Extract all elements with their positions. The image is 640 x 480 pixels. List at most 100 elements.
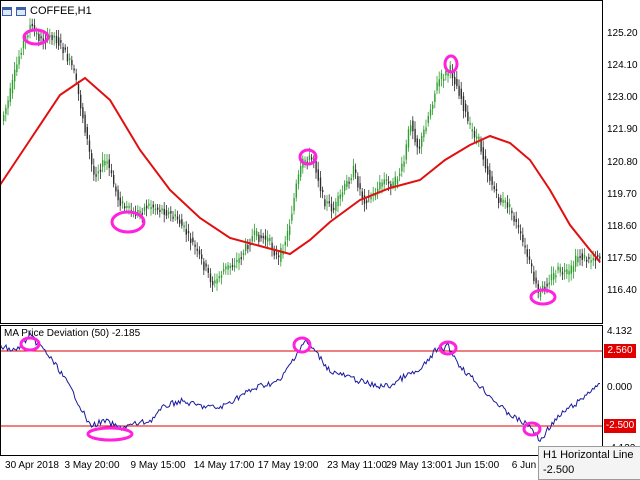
time-tick: 30 Apr 2018 [5, 460, 59, 471]
chart-title-bar: COFFEE,H1 [2, 2, 92, 20]
candle-body [174, 214, 176, 217]
candle-body [214, 280, 216, 284]
candle-body [491, 176, 493, 185]
candle-body [278, 255, 280, 258]
candle-body [247, 245, 249, 250]
candle-body [427, 116, 429, 123]
candle-body [289, 225, 291, 235]
candle-body [163, 208, 165, 215]
candle-body [546, 283, 548, 287]
horizontal-line-tooltip: H1 Horizontal Line -2.500 [538, 446, 640, 480]
candle-body [104, 160, 106, 166]
candle-body [22, 40, 25, 49]
candle-body [141, 212, 143, 215]
candle-body [42, 38, 44, 42]
candle-body [284, 241, 286, 246]
candle-body [5, 107, 7, 115]
candle-body [128, 205, 130, 208]
annotation-circle [86, 426, 134, 442]
candle-body [350, 178, 352, 181]
candle-body [271, 242, 273, 250]
candle-body [326, 201, 328, 204]
candle-body [273, 249, 275, 256]
candle-body [581, 253, 583, 260]
candle-body [524, 245, 526, 248]
candle-body [225, 266, 227, 270]
candle-body [269, 237, 271, 241]
annotation-marks-price [22, 28, 557, 306]
candle-body [561, 272, 564, 275]
candle-body [370, 196, 372, 200]
time-tick: 17 May 19:00 [257, 460, 319, 471]
candle-body [66, 53, 69, 62]
annotation-circle [529, 288, 557, 306]
candle-body [108, 159, 110, 169]
candle-body [51, 35, 53, 41]
indicator-chart[interactable] [0, 326, 602, 454]
candle-body [245, 243, 247, 251]
lower-level-badge: -2.500 [604, 419, 636, 433]
candle-body [544, 286, 546, 289]
window-icon-2[interactable] [16, 6, 26, 16]
candle-body [341, 192, 344, 197]
candle-body [355, 169, 357, 173]
candle-body [75, 73, 77, 80]
candle-body [319, 177, 322, 192]
annotation-circle [522, 421, 542, 437]
candle-body [223, 269, 225, 272]
candle-body [473, 130, 476, 138]
candle-body [179, 219, 181, 224]
candle-body [458, 85, 460, 96]
candle-body [209, 273, 212, 283]
candle-body [18, 56, 20, 65]
candle-body [548, 282, 550, 285]
tooltip-value: -2.500 [543, 464, 575, 476]
candle-body [493, 186, 495, 190]
indicator-tick: 0.000 [607, 382, 633, 393]
annotation-circle [298, 148, 318, 166]
candle-body [190, 238, 192, 243]
window-icon[interactable] [2, 6, 12, 16]
candle-body [40, 36, 42, 39]
time-tick: 1 Jun 15:00 [446, 460, 500, 471]
price-tick: 120.80 [607, 157, 638, 168]
candle-body [344, 183, 346, 191]
candle-body [449, 65, 451, 72]
candle-body [9, 88, 11, 103]
candle-body [185, 228, 187, 235]
candle-body [304, 159, 306, 162]
time-tick: 29 May 13:00 [385, 460, 447, 471]
candle-body [31, 23, 33, 26]
candle-body [231, 265, 234, 268]
price-tick: 123.00 [607, 92, 638, 103]
candle-body [267, 237, 269, 242]
candle-body [429, 109, 432, 116]
candle-body [71, 59, 73, 66]
candle-body [317, 169, 319, 181]
candle-body [295, 183, 297, 198]
candle-body [575, 255, 577, 267]
candle-body [137, 209, 139, 214]
candle-body [379, 182, 381, 190]
candle-body [443, 78, 445, 81]
candle-body [229, 265, 231, 268]
candle-body [564, 269, 566, 272]
candle-body [275, 252, 278, 255]
candle-body [119, 197, 121, 206]
candle-body [256, 231, 258, 237]
time-axis[interactable]: 30 Apr 2018 3 May 20:00 9 May 15:00 14 M… [0, 456, 602, 480]
price-tick: 121.90 [607, 124, 638, 135]
price-tick: 117.50 [607, 253, 637, 264]
price-axis[interactable]: 125.20 124.10 123.00 121.90 120.80 119.7… [602, 0, 640, 460]
candle-body [462, 96, 465, 111]
price-chart[interactable] [0, 0, 602, 323]
time-tick: 6 Jun [511, 460, 537, 471]
tooltip-title: H1 Horizontal Line [543, 449, 634, 461]
price-deviation-line [0, 331, 601, 443]
candle-body [242, 252, 245, 255]
candle-body [216, 278, 218, 284]
indicator-pane-border [0, 325, 603, 456]
candle-body [451, 70, 454, 79]
candle-body [113, 174, 115, 185]
annotation-circle [22, 28, 50, 46]
